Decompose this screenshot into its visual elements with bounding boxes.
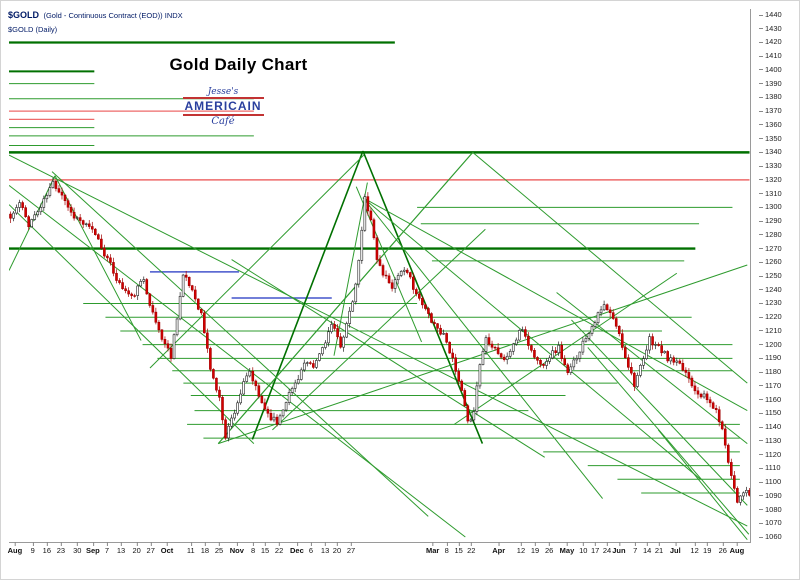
y-axis-label: 1360 <box>759 121 782 129</box>
y-axis-label: 1250 <box>759 272 782 280</box>
x-axis-label: 6 <box>308 542 314 555</box>
y-axis-label: 1290 <box>759 217 782 225</box>
x-axis-label: 8 <box>444 542 449 555</box>
symbol-description: (Gold - Continuous Contract (EOD)) INDX <box>43 11 183 20</box>
logo-script-top: Jesse's <box>207 87 239 97</box>
x-axis-label: 19 <box>530 542 540 555</box>
x-axis-label: 17 <box>591 542 600 555</box>
x-axis-label: Sep <box>85 542 100 555</box>
x-axis-label: 21 <box>654 542 664 555</box>
y-axis-label: 1090 <box>759 492 782 500</box>
x-axis-label: 12 <box>690 542 699 555</box>
x-axis-label: 13 <box>116 542 126 555</box>
x-axis-label: 18 <box>200 542 210 555</box>
x-axis-label: 10 <box>579 542 588 555</box>
y-axis-label: 1270 <box>759 245 782 253</box>
y-axis-label: 1140 <box>759 423 781 431</box>
logo: Jesse's AMERICAIN Café <box>177 88 269 128</box>
x-axis-label: Aug <box>7 542 23 555</box>
y-axis-label: 1060 <box>759 533 782 541</box>
y-axis-label: 1130 <box>759 437 781 445</box>
x-axis-label: 20 <box>332 542 342 555</box>
y-axis-label: 1330 <box>759 162 782 170</box>
y-axis-label: 1210 <box>759 327 782 335</box>
y-axis-label: 1260 <box>759 258 782 266</box>
x-axis-label: 22 <box>274 542 284 555</box>
y-axis-label: 1240 <box>759 286 782 294</box>
y-axis-label: 1440 <box>759 11 782 19</box>
x-axis-label: 15 <box>454 542 463 555</box>
x-axis-label: 27 <box>346 542 356 555</box>
x-axis-label: 8 <box>251 542 256 555</box>
x-axis-label: Mar <box>426 542 440 555</box>
x-axis-label: 22 <box>467 542 476 555</box>
x-axis-label: Dec <box>290 542 304 555</box>
chart-header: $GOLD (Gold - Continuous Contract (EOD))… <box>8 4 183 35</box>
y-axis-label: 1180 <box>759 368 781 376</box>
y-axis-label: 1190 <box>759 354 781 362</box>
price-chart <box>9 9 751 543</box>
x-axis-label: 26 <box>718 542 727 555</box>
x-axis-label: 9 <box>30 542 35 555</box>
y-axis-label: 1110 <box>759 464 781 472</box>
candles <box>9 177 750 506</box>
x-axis-label: 12 <box>516 542 526 555</box>
x-axis-label: 7 <box>104 542 110 555</box>
x-axis-label: Nov <box>229 542 244 555</box>
x-axis-label: 13 <box>320 542 330 555</box>
x-axis-label: Aug <box>729 542 745 555</box>
x-axis-label: Oct <box>160 542 174 555</box>
y-axis-label: 1400 <box>759 66 782 74</box>
x-axis-label: 25 <box>214 542 224 555</box>
x-axis-label: 16 <box>42 542 51 555</box>
x-axis-label: Jul <box>669 542 681 555</box>
y-axis-label: 1410 <box>759 52 782 60</box>
y-axis-label: 1170 <box>759 382 781 390</box>
x-axis-label: 24 <box>602 542 612 555</box>
x-axis-label: 11 <box>186 542 195 555</box>
y-axis-label: 1200 <box>759 341 782 349</box>
y-axis-label: 1220 <box>759 313 782 321</box>
x-axis-label: Jun <box>612 542 626 555</box>
x-axis-label: 19 <box>703 542 712 555</box>
x-axis-label: Apr <box>492 542 506 555</box>
y-axis-label: 1420 <box>759 38 782 46</box>
chart-period-label: $GOLD (Daily) <box>8 24 58 34</box>
x-axis-label: 7 <box>633 542 638 555</box>
x-axis-label: May <box>559 542 575 555</box>
logo-script-bottom: Café <box>211 116 235 128</box>
y-axis-label: 1390 <box>759 80 782 88</box>
x-axis-label: 26 <box>545 542 554 555</box>
y-axis-label: 1120 <box>759 451 781 459</box>
y-axis-label: 1310 <box>759 190 782 198</box>
y-axis-label: 1150 <box>759 409 781 417</box>
y-axis-label: 1230 <box>759 299 782 307</box>
y-axis-label: 1430 <box>759 25 782 33</box>
chart-title: Gold Daily Chart <box>169 55 308 74</box>
y-axis-label: 1300 <box>759 203 782 211</box>
x-axis-label: 27 <box>146 542 155 555</box>
x-axis-label: 14 <box>642 542 652 555</box>
x-axis-label: 20 <box>132 542 141 555</box>
y-axis-label: 1280 <box>759 231 782 239</box>
symbol-line: $GOLD (Gold - Continuous Contract (EOD))… <box>8 4 183 25</box>
trendlines <box>9 41 750 541</box>
y-axis-label: 1160 <box>759 396 781 404</box>
y-axis-label: 1340 <box>759 148 782 156</box>
y-axis-label: 1080 <box>759 506 782 514</box>
y-axis-label: 1100 <box>759 478 781 486</box>
x-axis-label: 23 <box>56 542 66 555</box>
logo-main-text: AMERICAIN <box>182 97 264 117</box>
symbol-label: $GOLD <box>8 10 40 20</box>
x-axis-label: 30 <box>73 542 82 555</box>
y-axis-label: 1320 <box>759 176 782 184</box>
y-axis-label: 1070 <box>759 519 782 527</box>
y-axis-label: 1380 <box>759 93 782 101</box>
y-axis-label: 1370 <box>759 107 782 115</box>
y-axis-label: 1350 <box>759 135 782 143</box>
x-axis-label: 15 <box>260 542 270 555</box>
